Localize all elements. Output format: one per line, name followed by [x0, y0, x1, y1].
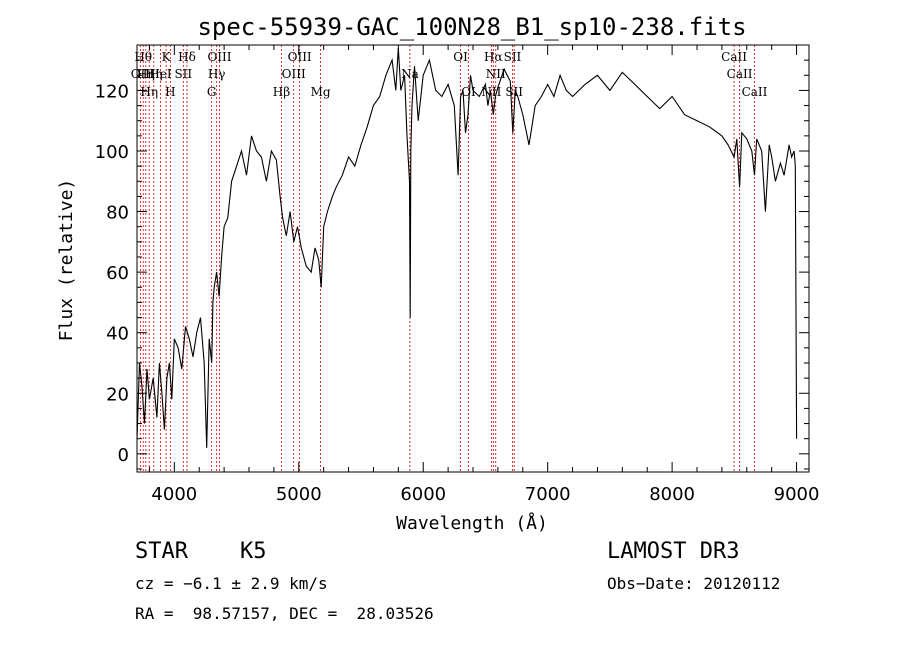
line-marker-label-8: SII — [174, 67, 192, 81]
line-marker-label-26: CaII — [727, 67, 753, 81]
y-axis-label: Flux (relative) — [56, 179, 77, 342]
x-tick-label-5: 9000 — [774, 484, 820, 505]
object-type: STAR — [135, 539, 188, 564]
line-marker-label-24: SII — [505, 85, 523, 99]
y-tick-label-6: 120 — [95, 81, 129, 102]
x-tick-label-0: 4000 — [151, 484, 197, 505]
line-marker-label-21: Hα — [484, 50, 503, 64]
line-marker-label-0: OII — [131, 67, 151, 81]
x-axis-label: Wavelength (Å) — [396, 512, 548, 534]
y-tick-label-0: 0 — [118, 445, 129, 466]
y-tick-label-2: 40 — [106, 324, 129, 345]
line-marker-label-2: Hη — [137, 67, 155, 81]
line-marker-label-18: OI — [453, 50, 468, 64]
line-marker-label-23: SII — [504, 50, 522, 64]
line-marker-label-10: G — [207, 85, 217, 99]
coordinates: RA = 98.57157, DEC = 28.03526 — [135, 604, 434, 623]
flux-series-line — [136, 47, 798, 448]
line-marker-label-14: OIII — [282, 67, 306, 81]
redshift: cz = −6.1 ± 2.9 km/s — [135, 574, 328, 593]
y-tick-label-1: 20 — [106, 384, 129, 405]
y-axis-ticks: 0 20 40 60 80 100 120 — [95, 59, 809, 470]
line-marker-label-15: OIII — [288, 50, 312, 64]
y-tick-label-5: 100 — [95, 142, 129, 163]
line-marker-label-6: K — [162, 50, 172, 64]
line-marker-label-12: OIII — [207, 50, 231, 64]
survey-name: LAMOST DR3 — [607, 539, 740, 564]
x-tick-label-3: 7000 — [525, 484, 571, 505]
line-marker-label-5: HeI — [149, 67, 172, 81]
y-tick-label-3: 60 — [106, 263, 129, 284]
x-tick-label-4: 8000 — [649, 484, 695, 505]
line-marker-label-16: Mg — [311, 85, 331, 99]
obs-date: Obs−Date: 20120112 — [607, 574, 781, 593]
line-marker-label-3: Hη — [140, 85, 158, 99]
y-tick-label-4: 80 — [106, 203, 129, 224]
line-marker-label-27: CaII — [742, 85, 768, 99]
line-marker-label-13: Hβ — [273, 85, 290, 99]
line-marker-label-7: H — [165, 85, 175, 99]
x-tick-label-2: 6000 — [400, 484, 446, 505]
chart-title: spec-55939-GAC_100N28_B1_sp10-238.fits — [197, 13, 746, 41]
subclass: K5 — [240, 539, 267, 564]
line-markers — [139, 45, 755, 472]
line-marker-labels: OIIHθHηHηHηHeIKHSIIHδGHγOIIIHβOIIIOIIIMg… — [131, 50, 768, 99]
x-tick-label-1: 5000 — [276, 484, 322, 505]
line-marker-label-4: Hη — [145, 67, 163, 81]
plot-frame — [136, 44, 810, 473]
line-marker-label-25: CaII — [721, 50, 747, 64]
line-marker-label-11: Hγ — [208, 67, 226, 81]
x-axis-ticks: 4000 5000 6000 7000 8000 9000 — [148, 45, 820, 505]
line-marker-label-9: Hδ — [178, 50, 196, 64]
